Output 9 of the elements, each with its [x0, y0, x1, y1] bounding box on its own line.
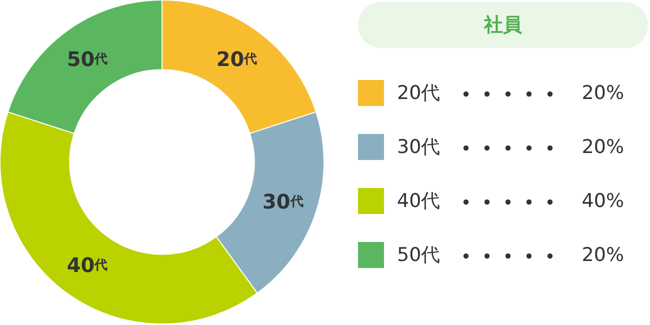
legend-title: 社員: [483, 14, 522, 36]
legend-label: 40代: [397, 190, 440, 212]
data-label: 20%: [582, 82, 624, 104]
data-label: 40%: [582, 190, 624, 212]
legend-label: 20代: [397, 82, 440, 104]
data-label: 20%: [582, 244, 624, 266]
legend-label: 50代: [397, 244, 440, 266]
legend-label: 30代: [397, 136, 440, 158]
data-label: 20%: [582, 136, 624, 158]
